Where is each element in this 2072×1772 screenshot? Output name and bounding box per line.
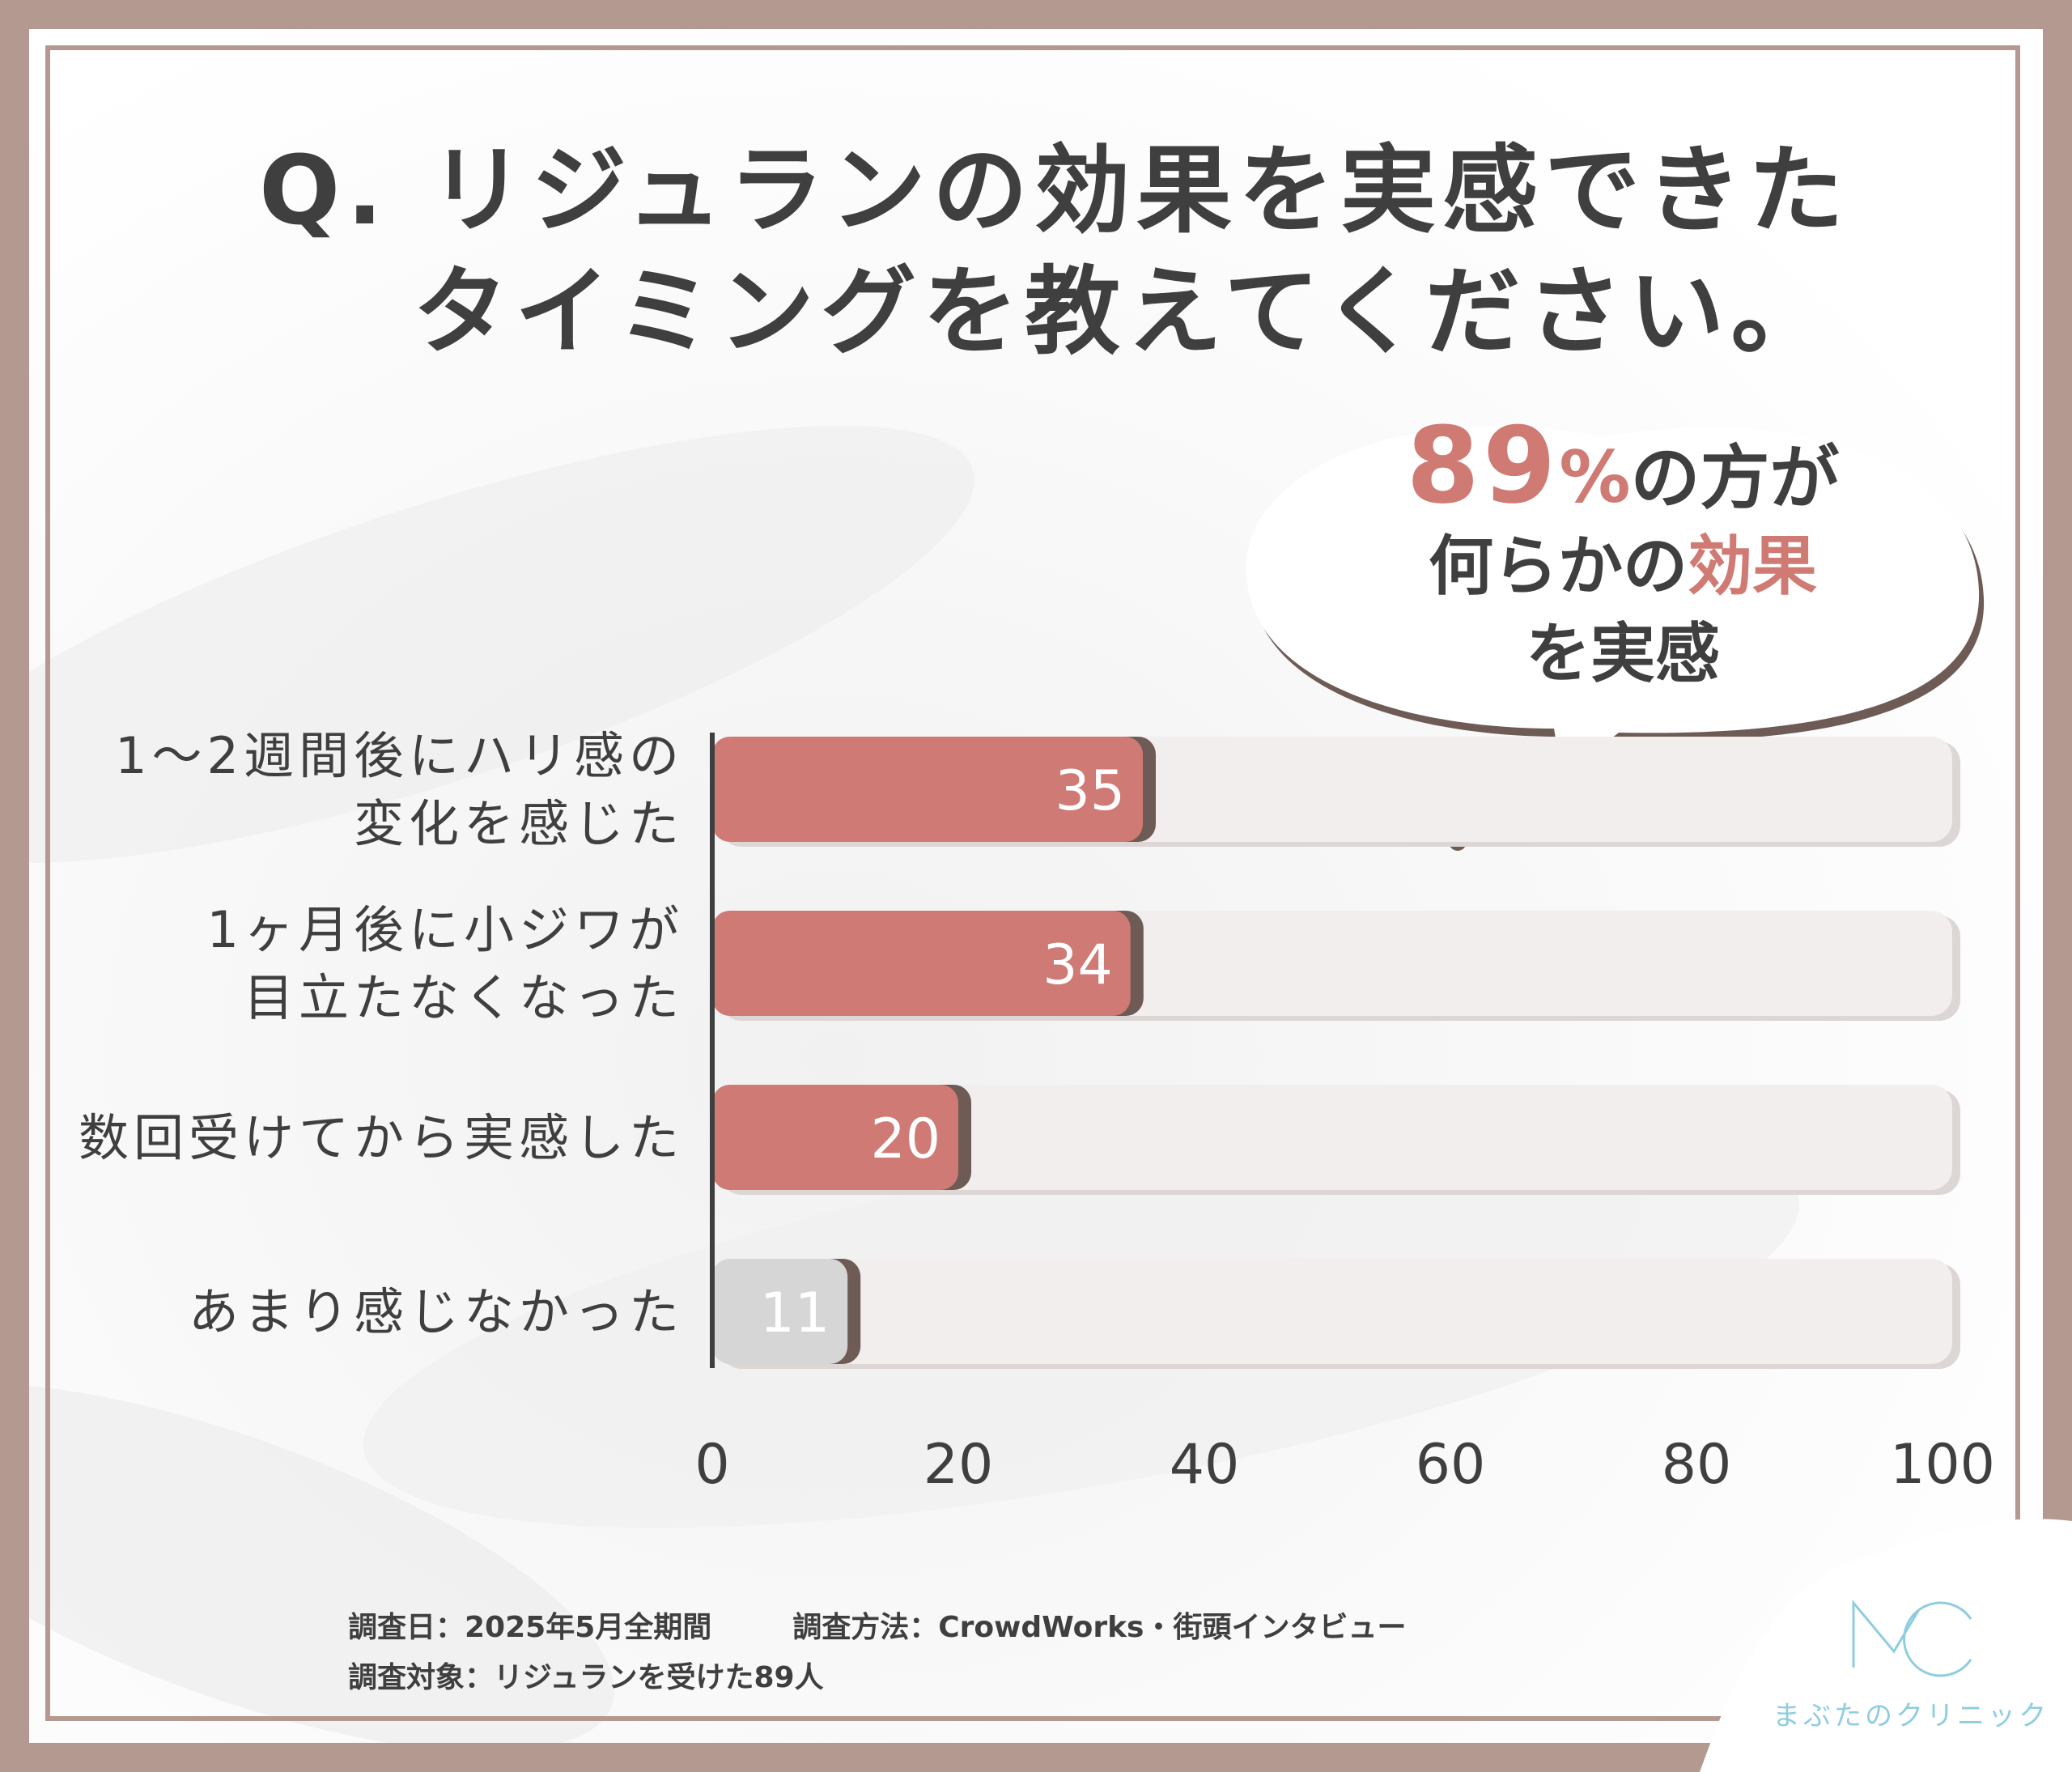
- callout-text: 89%の方が 何らかの効果 を実感: [1246, 413, 1999, 698]
- callout-line-3: を実感: [1526, 616, 1720, 691]
- survey-date: 調査日：2025年5月全期間: [348, 1611, 712, 1644]
- callout-line-1: 89%の方が: [1246, 413, 1999, 523]
- callout-text-2: 何らかの: [1429, 529, 1688, 604]
- callout-accent: 効果: [1688, 529, 1817, 604]
- title-line-1: Q. リジュランの効果を実感できた: [259, 134, 1850, 246]
- survey-footer: 調査日：2025年5月全期間 調査方法：CrowdWorks・街頭インタビュー 調…: [348, 1603, 1406, 1703]
- clinic-name: まぶたのクリニック: [1773, 1700, 2049, 1732]
- callout-text-1: の方が: [1630, 438, 1840, 519]
- callout-line-2: 何らかの効果: [1246, 523, 1999, 610]
- title-line-2: タイミングを教えてください。: [413, 256, 1833, 368]
- logo-backdrop: [1700, 1519, 2072, 1772]
- survey-target: 調査対象：リジュランを受けた89人: [348, 1661, 824, 1694]
- callout-percent: %: [1559, 436, 1631, 519]
- logo-mark-icon: [1852, 1599, 1972, 1677]
- callout-number: 89: [1406, 404, 1560, 527]
- question-title: Q. リジュランの効果を実感できた タイミングを教えてください。: [259, 130, 1850, 372]
- clinic-logo: まぶたのクリニック: [1773, 1587, 2048, 1733]
- survey-method: 調査方法：CrowdWorks・街頭インタビュー: [792, 1611, 1407, 1644]
- infographic-card: [29, 29, 2043, 1743]
- footer-line-1: 調査日：2025年5月全期間 調査方法：CrowdWorks・街頭インタビュー: [348, 1603, 1406, 1653]
